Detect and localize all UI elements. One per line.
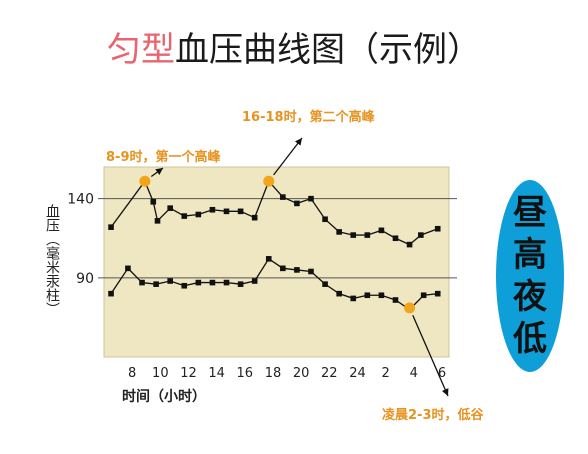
data-point	[251, 278, 258, 284]
data-point	[223, 279, 230, 286]
plot-area	[103, 166, 450, 358]
data-point	[294, 267, 300, 273]
x-tick-label: 20	[293, 366, 310, 381]
data-point	[150, 199, 157, 205]
annotation-second-peak: 16-18时，第二个高峰	[242, 110, 375, 125]
highlight-marker-2	[263, 175, 275, 187]
annotation-arrow-head	[155, 168, 163, 175]
x-tick-label: 14	[208, 366, 225, 381]
highlight-marker-3	[404, 302, 416, 314]
data-point	[181, 282, 188, 289]
highlight-marker-1	[139, 175, 151, 187]
data-point	[209, 206, 216, 213]
data-point	[378, 227, 385, 234]
data-point	[108, 290, 114, 297]
title-main: 血压曲线图（示例）	[175, 30, 481, 70]
x-tick-label: 4	[410, 366, 418, 381]
data-point	[237, 281, 244, 287]
day-night-badge: 昼高夜低	[496, 180, 564, 372]
x-tick-label: 10	[152, 366, 169, 381]
data-point	[195, 279, 202, 286]
data-point	[434, 290, 441, 297]
badge-char: 昼	[513, 193, 547, 233]
data-point	[336, 290, 342, 297]
badge-char: 高	[513, 235, 547, 275]
data-point	[154, 218, 161, 224]
data-point	[223, 208, 230, 215]
data-point	[294, 200, 300, 207]
data-point	[350, 295, 357, 302]
annotation-arrow-line	[273, 137, 303, 176]
data-point	[125, 265, 131, 272]
data-point	[153, 281, 159, 287]
x-tick-label: 12	[180, 366, 197, 381]
x-axis-label: 时间（小时）	[122, 389, 206, 405]
x-tick-label: 16	[237, 366, 254, 381]
data-point	[139, 279, 145, 286]
data-point	[167, 278, 173, 284]
data-point	[280, 265, 286, 272]
annotation-arrow-head	[294, 138, 302, 146]
data-point	[418, 232, 424, 238]
data-point	[265, 256, 272, 262]
data-point	[108, 224, 114, 230]
data-point	[251, 214, 258, 221]
data-point	[406, 241, 413, 248]
badge-char: 低	[513, 319, 547, 359]
annotation-first-peak: 8-9时，第一个高峰	[106, 150, 221, 165]
data-point	[308, 195, 314, 202]
y-axis-label: 血压（毫米汞柱）	[44, 204, 60, 316]
y-tick-label: 140	[67, 192, 94, 208]
data-point	[195, 211, 202, 218]
data-point	[434, 225, 441, 232]
data-point	[378, 292, 385, 299]
data-point	[364, 232, 371, 238]
data-point	[420, 292, 427, 299]
annotation-arrow-line	[412, 314, 449, 397]
x-tick-label: 6	[438, 366, 446, 381]
data-point	[392, 297, 399, 303]
data-point	[167, 205, 173, 211]
badge-text: 昼高夜低	[496, 192, 564, 360]
data-point	[364, 292, 371, 299]
x-tick-label: 2	[381, 366, 389, 381]
chart-title: 匀型血压曲线图（示例）	[0, 30, 588, 70]
x-tick-label: 24	[349, 366, 366, 381]
data-point	[280, 194, 286, 200]
data-point	[322, 281, 328, 287]
data-point	[322, 216, 328, 223]
y-tick-label: 90	[76, 271, 94, 287]
data-point	[209, 279, 216, 286]
x-tick-label: 18	[265, 366, 282, 381]
data-point	[308, 268, 314, 275]
data-point	[392, 235, 399, 242]
data-point	[350, 232, 357, 238]
x-tick-label: 8	[128, 366, 136, 381]
badge-char: 夜	[513, 277, 547, 317]
data-point	[336, 229, 342, 235]
x-tick-label: 22	[321, 366, 338, 381]
title-highlight: 匀型	[107, 30, 175, 70]
data-point	[181, 213, 188, 219]
annotation-night-trough: 凌晨2-3时，低谷	[382, 408, 484, 423]
data-point	[237, 208, 244, 215]
annotation-arrow-head	[441, 388, 449, 396]
